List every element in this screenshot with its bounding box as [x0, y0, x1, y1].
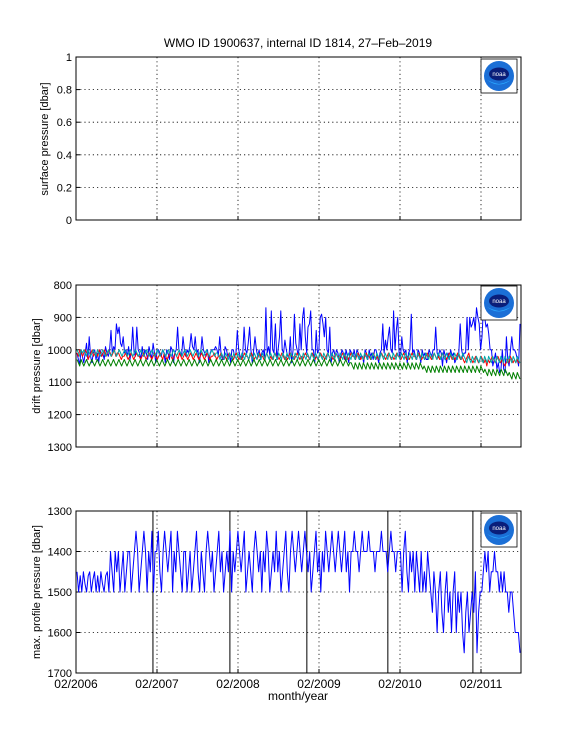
surface-pressure-panel: surface pressure [dbar] 0 0.2 0.4 0.6 0.8 1 n… [39, 52, 522, 227]
y-tick-label: 1 [66, 52, 72, 64]
y-tick-label: 1200 [48, 410, 72, 422]
series-line [76, 359, 521, 380]
series-max-profile [76, 530, 521, 654]
y-tick-label: 900 [54, 312, 72, 324]
y-tick-labels-surface: 0 0.2 0.4 0.6 0.8 1 [57, 52, 72, 227]
y-tick-label: 800 [54, 280, 72, 292]
grid-surface [75, 56, 521, 221]
logo-text: noaa [492, 526, 506, 532]
logo-bird [489, 294, 509, 308]
y-tick-label: 1300 [48, 506, 72, 518]
grid-drift [75, 284, 521, 448]
logo-bird [489, 67, 509, 81]
logo-wave [487, 534, 511, 539]
y-tick-labels-max-profile: 1300 1400 1500 1600 1700 [48, 506, 72, 680]
plot-frame-surface [75, 56, 522, 221]
y-tick-label: 0 [66, 215, 72, 227]
logo-wave [487, 307, 511, 312]
y-tick-label: 1100 [48, 377, 72, 389]
x-tick-label: 02/2009 [297, 677, 341, 691]
y-tick-label: 0.8 [57, 85, 72, 97]
logo-text: noaa [492, 299, 506, 305]
logo-text: noaa [492, 72, 506, 78]
y-tick-label: 0.4 [57, 150, 72, 162]
y-tick-label: 1600 [48, 628, 72, 640]
x-tick-label: 02/2008 [216, 677, 260, 691]
plot-frame-max-profile [75, 510, 522, 674]
chart-title: WMO ID 1900637, internal ID 1814, 27–Feb… [164, 36, 432, 50]
max-profile-pressure-panel: max. profile pressure [dbar] 1300 1400 150… [31, 506, 522, 680]
x-tick-label: 02/2006 [54, 677, 98, 691]
x-tick-label: 02/2011 [460, 677, 503, 691]
drift-pressure-panel: drift pressure [dbar] 800 900 1000 1100 1200… [31, 280, 522, 454]
y-tick-label: 1700 [48, 668, 72, 680]
x-tick-label: 02/2007 [135, 677, 179, 691]
y-axis-label-drift: drift pressure [dbar] [31, 318, 43, 413]
logo-bird [489, 521, 509, 535]
x-tick-label: 02/2010 [378, 677, 422, 691]
plot-frame-drift [75, 284, 522, 448]
grid-max-profile [75, 510, 521, 674]
x-axis-label: month/year [268, 689, 328, 703]
y-tick-labels-drift: 800 900 1000 1100 1200 1300 [48, 280, 72, 454]
series-line [76, 349, 521, 364]
y-axis-label-max-profile: max. profile pressure [dbar] [31, 525, 43, 659]
y-tick-label: 0.6 [57, 117, 72, 129]
y-tick-label: 1500 [48, 587, 72, 599]
x-tick-labels: 02/2006 02/2007 02/2008 02/2009 02/2010 02/20… [54, 677, 502, 691]
noaa-logo-icon: noaa [480, 285, 518, 321]
logo-wave [487, 80, 511, 85]
noaa-logo-icon: noaa [480, 58, 518, 94]
y-tick-label: 1000 [48, 345, 72, 357]
series-line [76, 530, 521, 654]
y-tick-label: 1300 [48, 442, 72, 454]
series-drift [76, 307, 521, 380]
y-tick-label: 1400 [48, 547, 72, 559]
y-axis-label-surface: surface pressure [dbar] [39, 82, 51, 195]
noaa-logo-icon: noaa [480, 512, 518, 548]
y-tick-label: 0.2 [57, 182, 72, 194]
